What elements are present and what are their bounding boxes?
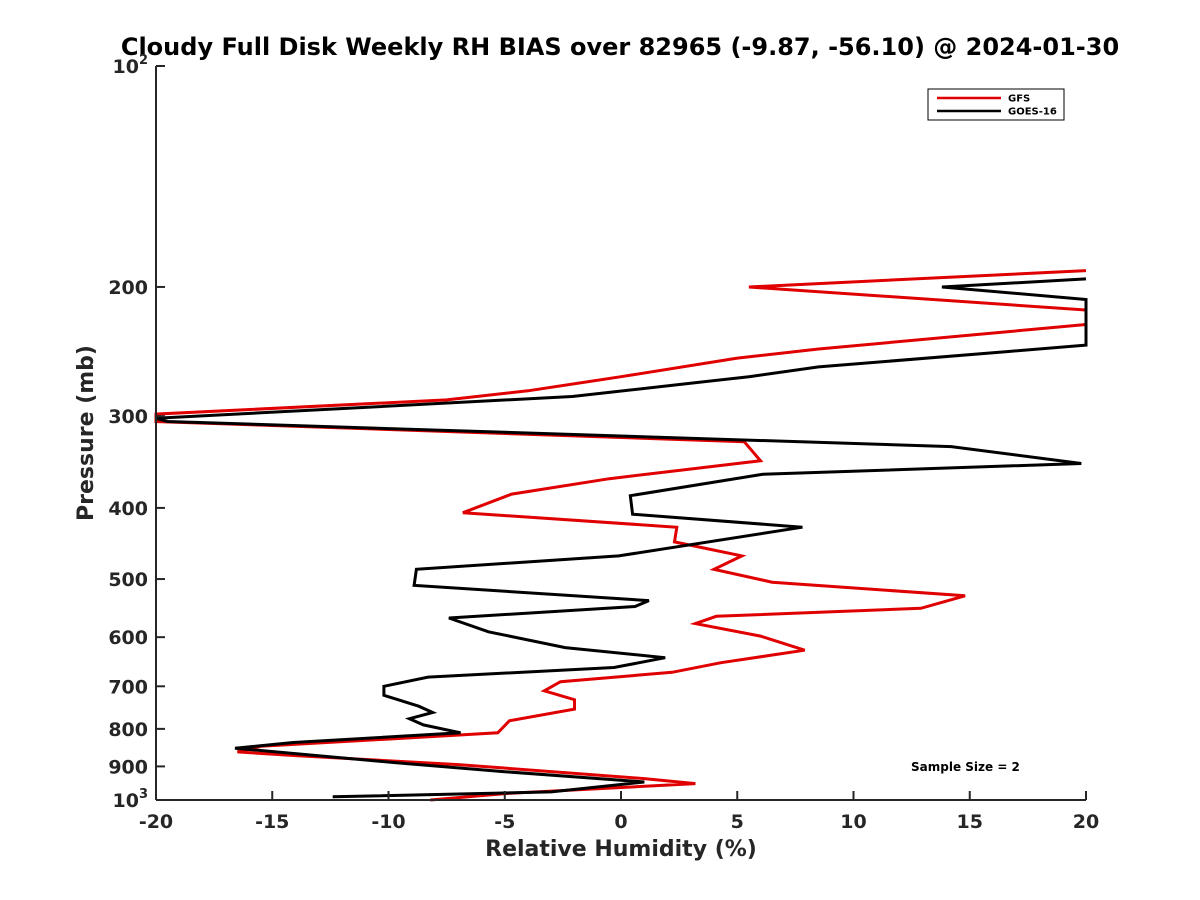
- y-tick-label: 700: [108, 676, 148, 698]
- x-tick-label: -5: [494, 811, 515, 833]
- legend-label-gfs: GFS: [1008, 94, 1030, 105]
- series-line-gfs: [154, 269, 1088, 802]
- y-tick-label: 102: [113, 53, 149, 78]
- x-axis-label: Relative Humidity (%): [485, 837, 757, 862]
- legend-box: [927, 88, 1065, 121]
- x-tick-label: 15: [957, 811, 983, 833]
- x-tick-label: 0: [614, 811, 627, 833]
- y-tick-label: 200: [108, 277, 148, 299]
- chart-title: Cloudy Full Disk Weekly RH BIAS over 829…: [121, 33, 1119, 61]
- x-tick-label: -20: [139, 811, 173, 833]
- y-axis-label: Pressure (mb): [74, 345, 99, 521]
- y-tick-label: 300: [108, 406, 148, 428]
- x-tick-label: -10: [371, 811, 405, 833]
- x-tick-label: 10: [840, 811, 866, 833]
- x-tick-label: -15: [255, 811, 289, 833]
- legend-label-goes16: GOES-16: [1008, 107, 1057, 118]
- y-tick-label: 800: [108, 719, 148, 741]
- axes: [155, 66, 1086, 801]
- x-tick-label: 5: [731, 811, 744, 833]
- legend: GFS GOES-16: [927, 88, 1065, 121]
- x-tick-label: 20: [1073, 811, 1099, 833]
- y-ticks: 102 200 300 400 500 600 700 800 900 103: [108, 53, 165, 812]
- series-line-goes16: [155, 277, 1088, 799]
- y-tick-label: 400: [108, 498, 148, 520]
- y-tick-label: 900: [108, 756, 148, 778]
- y-tick-label: 103: [113, 787, 149, 812]
- sample-size-annotation: Sample Size = 2: [911, 760, 1020, 774]
- x-ticks: -20 -15 -10 -5 0 5 10 15 20: [139, 791, 1099, 833]
- y-tick-label: 500: [108, 569, 148, 591]
- plot-lines: [154, 269, 1088, 802]
- y-tick-label: 600: [108, 627, 148, 649]
